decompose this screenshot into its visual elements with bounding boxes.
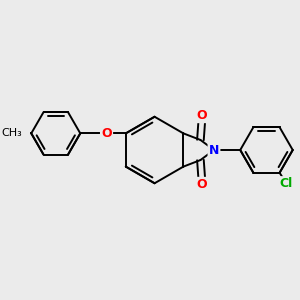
Text: N: N <box>209 143 219 157</box>
Text: O: O <box>101 127 112 140</box>
Text: CH₃: CH₃ <box>2 128 22 138</box>
Text: Cl: Cl <box>279 177 292 190</box>
Text: O: O <box>197 178 208 191</box>
Text: O: O <box>197 109 208 122</box>
